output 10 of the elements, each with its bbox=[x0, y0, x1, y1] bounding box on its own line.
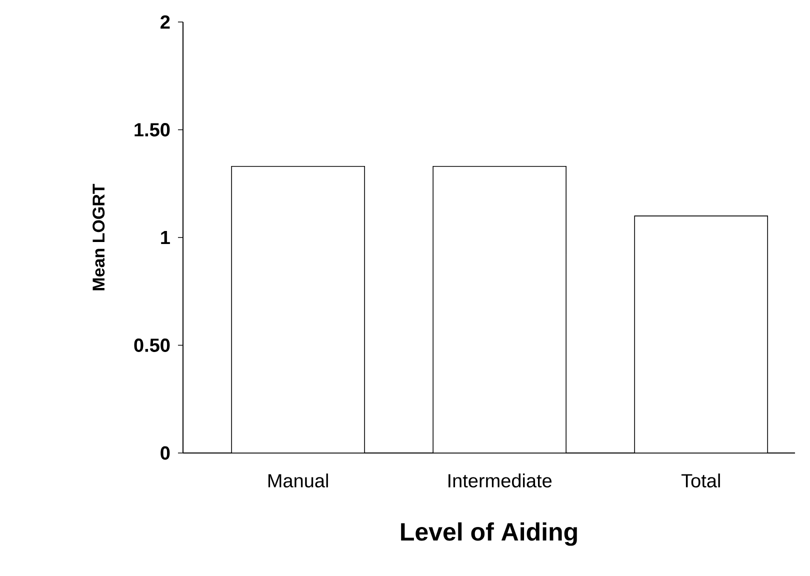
x-tick-label: Manual bbox=[268, 474, 328, 488]
y-tick-label: 1 bbox=[161, 230, 170, 244]
y-tick-label: 0 bbox=[160, 446, 170, 460]
y-tick-label: 1.50 bbox=[134, 123, 170, 136]
y-tick-label: 0.50 bbox=[134, 338, 170, 352]
x-tick-label: Intermediate bbox=[448, 474, 552, 488]
y-tick-label: 2 bbox=[160, 15, 170, 29]
y-axis-title: Mean LOGRT bbox=[92, 184, 105, 290]
x-axis-title: Level of Aiding bbox=[401, 522, 577, 546]
x-tick-label: Total bbox=[681, 474, 720, 488]
